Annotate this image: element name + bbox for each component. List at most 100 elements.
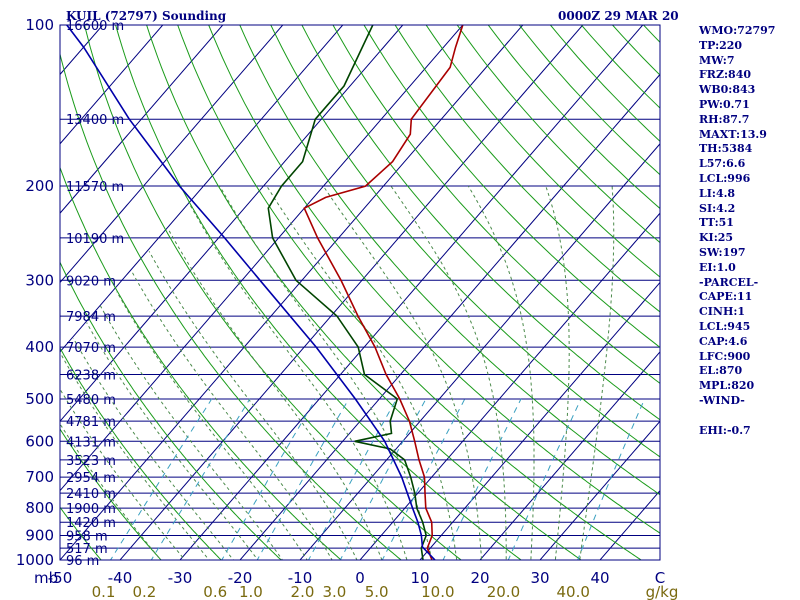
dry-adiabat: [332, 25, 660, 384]
stat-item: EL:870: [699, 364, 743, 378]
moist-adiabat: [390, 185, 507, 560]
mixing-ratio-line: [256, 398, 350, 560]
moist-adiabat: [116, 291, 308, 560]
moist-adiabat: [60, 423, 162, 560]
dry-adiabat: [208, 25, 660, 534]
temperature-tick-label: C: [655, 569, 665, 587]
stat-item: CAP:4.6: [699, 334, 748, 348]
mixing-ratio-line: [577, 398, 646, 560]
isotherm: [419, 281, 660, 560]
moist-adiabat: [219, 185, 433, 560]
dry-adiabat: [363, 25, 660, 349]
pressure-tick-label: 900: [25, 527, 54, 545]
dry-adiabat: [301, 25, 660, 421]
pressure-tick-label: 300: [25, 271, 54, 289]
temperature-tick-label: -10: [288, 569, 313, 587]
parcel-trace: [66, 25, 436, 560]
height-label: 11570 m: [66, 180, 124, 195]
isotherm: [239, 73, 660, 560]
moist-adiabat: [60, 352, 210, 560]
mixing-ratio-tick-label: 0.6: [203, 583, 227, 600]
stat-item: PW:0.71: [699, 97, 750, 111]
moist-adiabat: [188, 202, 408, 560]
temperature-tick-label: 20: [470, 569, 489, 587]
mixing-ratio-line: [150, 398, 251, 560]
mixing-ratio-tick-label: 5.0: [365, 583, 389, 600]
sounding-time: 0000Z 29 MAR 20: [558, 9, 679, 23]
isotherm: [60, 25, 164, 145]
dry-adiabat: [60, 166, 342, 560]
dry-adiabat: [270, 25, 660, 458]
moist-adiabat: [131, 272, 333, 560]
isotherm: [359, 212, 660, 560]
height-label: 9020 m: [66, 274, 116, 289]
mixing-ratio-tick-label: 1.0: [239, 583, 263, 600]
temperature-tick-label: 10: [410, 569, 429, 587]
height-label: 7984 m: [66, 310, 116, 325]
height-label: 2410 m: [66, 487, 116, 502]
sounding-traces: [66, 25, 464, 560]
mixing-ratio-line: [507, 398, 582, 560]
stat-item: MAXT:13.9: [699, 127, 767, 141]
stat-item: -WIND-: [699, 393, 745, 407]
isotherm: [60, 25, 344, 353]
moist-adiabat: [72, 337, 235, 560]
mixing-ratio-unit-label: g/kg: [646, 583, 679, 600]
isotherm: [179, 25, 644, 560]
pressure-tick-label: 500: [25, 390, 54, 408]
dry-adiabat: [425, 25, 660, 278]
moist-adiabat: [148, 251, 358, 560]
mixing-ratio-tick-label: 10.0: [421, 583, 454, 600]
height-label: 4131 m: [66, 435, 116, 450]
dry-adiabat: [83, 25, 462, 560]
dewpoint-trace: [267, 25, 428, 560]
dry-adiabat: [177, 25, 642, 560]
isotherm: [479, 351, 660, 560]
isotherm: [60, 25, 224, 214]
mixing-ratio-tick-label: 0.1: [92, 583, 116, 600]
temperature-tick-label: -30: [168, 569, 193, 587]
stat-item: LI:4.8: [699, 186, 736, 200]
stat-item: MPL:820: [699, 379, 755, 393]
stat-item: LCL:945: [699, 319, 751, 333]
stat-item: WB0:843: [699, 83, 756, 97]
height-label: 6238 m: [66, 368, 116, 383]
height-label: 13400 m: [66, 113, 124, 128]
isotherm: [0, 13, 53, 571]
temperature-tick-label: 30: [530, 569, 549, 587]
stat-item: FRZ:840: [699, 68, 752, 82]
stat-item: L57:6.6: [699, 157, 746, 171]
pressure-tick-label: 400: [25, 338, 54, 356]
dry-adiabat: [239, 25, 660, 496]
mixing-ratio-line: [109, 398, 213, 560]
isotherm: [60, 25, 284, 284]
mixing-ratio-tick-label: 3.0: [322, 583, 346, 600]
dry-adiabat: [60, 346, 222, 560]
moist-adiabat: [545, 185, 570, 560]
pressure-tick-label: 1000: [16, 551, 54, 569]
temperature-tick-label: 0: [355, 569, 365, 587]
pressure-tick-label: 800: [25, 499, 54, 517]
height-label: 958 m: [66, 530, 108, 545]
stat-item: TH:5384: [699, 142, 753, 156]
mixing-ratio-line: [307, 398, 397, 560]
height-label: 517 m: [66, 542, 108, 557]
mixing-ratio-line: [221, 398, 317, 560]
mixing-ratio-tick-label: 0.2: [133, 583, 157, 600]
dry-adiabat: [60, 506, 102, 560]
temperature-tick-label: -50: [48, 569, 73, 587]
stat-item: TT:51: [699, 216, 734, 230]
height-label: 1900 m: [66, 502, 116, 517]
temperature-tick-label: -20: [228, 569, 253, 587]
station-title: KUIL (72797) Sounding: [66, 9, 227, 23]
dry-adiabat: [60, 261, 282, 560]
isotherm: [60, 25, 404, 423]
mixing-ratio-line: [381, 398, 466, 560]
dry-adiabat: [60, 52, 402, 560]
plot-frame: [59, 24, 661, 561]
mixing-ratio-line: [339, 398, 427, 560]
height-label: 10190 m: [66, 232, 124, 247]
stat-item: RH:87.7: [699, 112, 750, 126]
